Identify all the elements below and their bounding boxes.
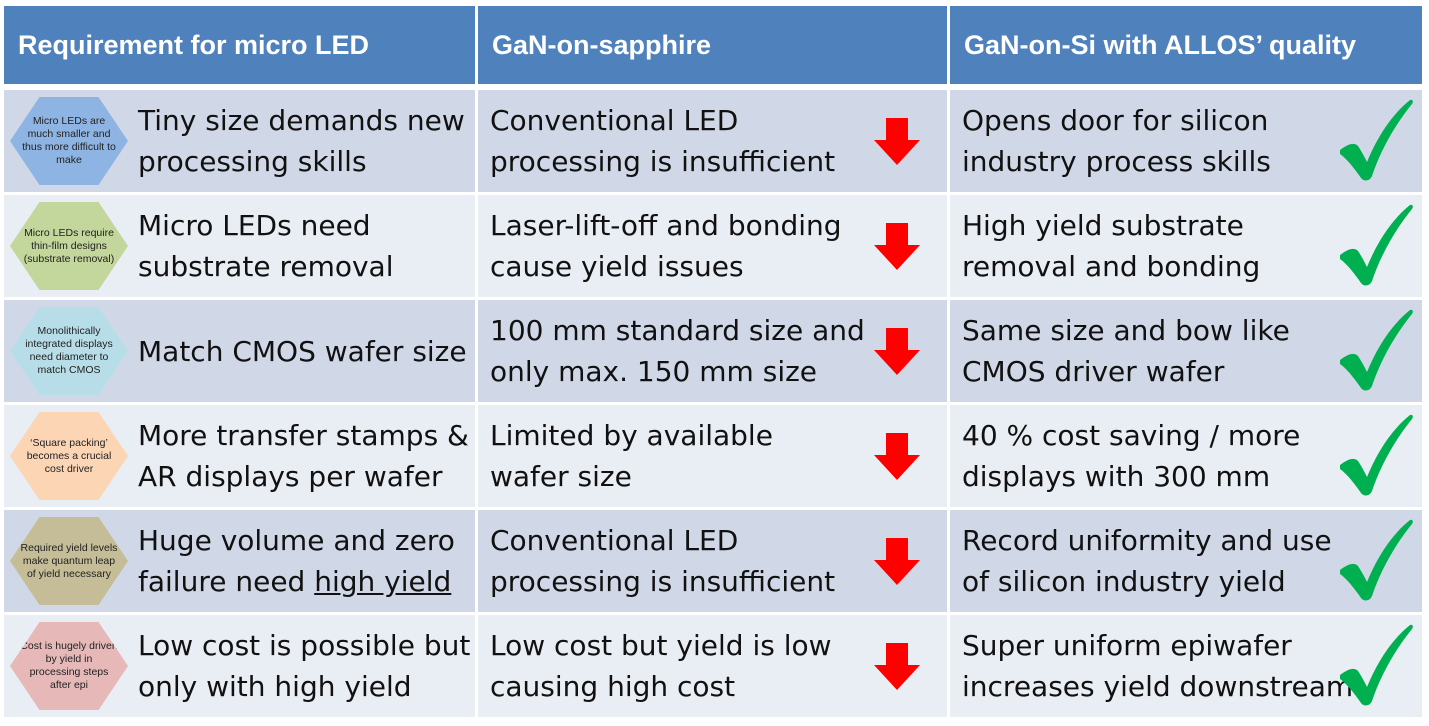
sapphire-line: 100 mm standard size and — [490, 314, 865, 347]
allos-line: Super uniform epiwafer — [962, 629, 1292, 662]
allos-line: Same size and bow like — [962, 314, 1290, 347]
allos-line: Opens door for silicon — [962, 104, 1269, 137]
requirement-cell: Micro LEDs are much smaller and thus mor… — [4, 90, 475, 192]
requirement-hexagon: Required yield levels make quantum leap … — [10, 517, 128, 605]
allos-line: High yield substrate — [962, 209, 1244, 242]
checkmark-icon — [1340, 99, 1413, 181]
allos-line: displays with 300 mm — [962, 460, 1271, 493]
allos-line: 40 % cost saving / more — [962, 419, 1301, 452]
requirement-hexagon: Micro LEDs require thin-film designs (su… — [10, 202, 128, 290]
requirement-hexagon: Micro LEDs are much smaller and thus mor… — [10, 97, 128, 185]
sapphire-line: causing high cost — [490, 670, 736, 703]
sapphire-line: Limited by available — [490, 419, 773, 452]
sapphire-cell: Low cost but yield is low causing high c… — [478, 615, 947, 717]
high-yield-underlined: high yield — [314, 565, 452, 598]
sapphire-line: Conventional LED — [490, 524, 739, 557]
sapphire-cell: Limited by available wafer size — [478, 405, 947, 507]
down-arrow-icon — [874, 118, 920, 165]
requirement-line: Low cost is possible but — [138, 629, 471, 662]
table-row: ‘Square packing’ becomes a crucial cost … — [4, 405, 1422, 507]
requirement-line: Match CMOS wafer size — [138, 335, 467, 368]
sapphire-line: only max. 150 mm size — [490, 355, 818, 388]
sapphire-cell: Conventional LED processing is insuffici… — [478, 510, 947, 612]
table-row: Micro LEDs are much smaller and thus mor… — [4, 90, 1422, 192]
sapphire-line: processing is insufficient — [490, 145, 836, 178]
allos-cell: Opens door for silicon industry process … — [950, 90, 1422, 192]
checkmark-icon — [1340, 519, 1413, 601]
down-arrow-icon — [874, 538, 920, 585]
allos-line: industry process skills — [962, 145, 1271, 178]
table-header: Requirement for micro LED GaN-on-sapphir… — [4, 6, 1422, 84]
requirement-line: substrate removal — [138, 250, 394, 283]
sapphire-cell: Conventional LED processing is insuffici… — [478, 90, 947, 192]
down-arrow-icon — [874, 328, 920, 375]
requirement-cell: Monolithically integrated displays need … — [4, 300, 475, 402]
sapphire-cell: 100 mm standard size and only max. 150 m… — [478, 300, 947, 402]
allos-cell: 40 % cost saving / more displays with 30… — [950, 405, 1422, 507]
allos-line: CMOS driver wafer — [962, 355, 1225, 388]
header-gan-on-sapphire: GaN-on-sapphire — [478, 6, 947, 84]
header-requirement: Requirement for micro LED — [4, 6, 475, 84]
allos-line: Record uniformity and use — [962, 524, 1332, 557]
table-row: Micro LEDs require thin-film designs (su… — [4, 195, 1422, 297]
sapphire-cell: Laser-lift-off and bonding cause yield i… — [478, 195, 947, 297]
sapphire-line: cause yield issues — [490, 250, 744, 283]
requirement-line: More transfer stamps & — [138, 419, 469, 452]
table-row: Cost is hugely driven by yield in proces… — [4, 615, 1422, 717]
requirement-cell: Required yield levels make quantum leap … — [4, 510, 475, 612]
requirement-line: only with high yield — [138, 670, 412, 703]
sapphire-line: Low cost but yield is low — [490, 629, 832, 662]
allos-line: removal and bonding — [962, 250, 1261, 283]
sapphire-line: wafer size — [490, 460, 632, 493]
allos-line: of silicon industry yield — [962, 565, 1286, 598]
checkmark-icon — [1340, 624, 1413, 706]
requirement-hexagon: ‘Square packing’ becomes a crucial cost … — [10, 412, 128, 500]
down-arrow-icon — [874, 643, 920, 690]
requirement-line: AR displays per wafer — [138, 460, 443, 493]
requirement-hexagon: Monolithically integrated displays need … — [10, 307, 128, 395]
down-arrow-icon — [874, 223, 920, 270]
checkmark-icon — [1340, 414, 1413, 496]
sapphire-line: Laser-lift-off and bonding — [490, 209, 842, 242]
requirement-cell: Micro LEDs require thin-film designs (su… — [4, 195, 475, 297]
table-row: Required yield levels make quantum leap … — [4, 510, 1422, 612]
requirement-line-text: failure need — [138, 565, 315, 598]
checkmark-icon — [1340, 309, 1413, 391]
allos-line: increases yield downstream — [962, 670, 1354, 703]
requirement-line: Huge volume and zero — [138, 524, 455, 557]
checkmark-icon — [1340, 204, 1413, 286]
down-arrow-icon — [874, 433, 920, 480]
requirement-line: Tiny size demands new — [138, 104, 465, 137]
requirement-line: failure need high yield — [138, 561, 451, 602]
table-row: Monolithically integrated displays need … — [4, 300, 1422, 402]
requirement-line: processing skills — [138, 145, 367, 178]
sapphire-line: processing is insufficient — [490, 565, 836, 598]
requirement-cell: Cost is hugely driven by yield in proces… — [4, 615, 475, 717]
requirement-hexagon: Cost is hugely driven by yield in proces… — [10, 622, 128, 710]
allos-cell: Same size and bow like CMOS driver wafer — [950, 300, 1422, 402]
header-gan-on-si: GaN-on-Si with ALLOS’ quality — [950, 6, 1422, 84]
requirement-line: Micro LEDs need — [138, 209, 371, 242]
requirement-cell: ‘Square packing’ becomes a crucial cost … — [4, 405, 475, 507]
sapphire-line: Conventional LED — [490, 104, 739, 137]
allos-cell: High yield substrate removal and bonding — [950, 195, 1422, 297]
allos-cell: Super uniform epiwafer increases yield d… — [950, 615, 1422, 717]
allos-cell: Record uniformity and use of silicon ind… — [950, 510, 1422, 612]
